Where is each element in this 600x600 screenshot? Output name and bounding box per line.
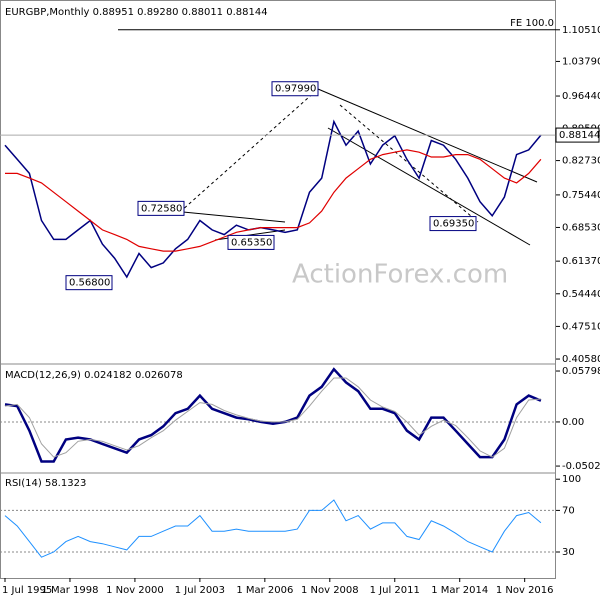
x-tick-label: 1 Jul 2003	[175, 585, 225, 596]
x-tick-label: 1 Mar 2006	[236, 585, 293, 596]
projection-line	[179, 88, 319, 213]
price-label-box	[65, 275, 113, 291]
series-line	[5, 149, 542, 252]
triangle-line	[182, 211, 286, 223]
x-tick-label: 1 Jul 1995	[2, 585, 52, 596]
panel-title: RSI(14) 58.1323	[5, 478, 86, 489]
last-price-label: 0.88144	[559, 130, 600, 141]
price-label-box	[271, 81, 319, 97]
y-tick-label: 1.10510	[562, 25, 600, 36]
y-tick-label: 100	[562, 474, 581, 485]
x-tick-label: 1 Nov 2016	[496, 585, 554, 596]
price-label-box	[429, 216, 477, 232]
y-tick-label: 0.47510	[562, 321, 600, 332]
watermark: ActionForex.com	[292, 260, 508, 290]
series-line	[4, 119, 542, 279]
price-label: 0.69350	[433, 219, 474, 230]
price-label-box	[227, 234, 275, 250]
y-tick-label: 0.057984	[562, 366, 600, 377]
price-label: 0.97990	[275, 84, 316, 95]
panel-title: EURGBP,Monthly 0.88951 0.89280 0.88011 0…	[5, 7, 268, 18]
channel-line	[327, 127, 531, 246]
series-line	[4, 377, 541, 458]
y-tick-label: 0.54440	[562, 289, 600, 300]
y-tick-label: -0.050241	[562, 461, 600, 472]
y-tick-label: 30	[562, 547, 575, 558]
y-tick-label: 0.61370	[562, 256, 600, 267]
x-tick-label: 1 Nov 2000	[106, 585, 164, 596]
price-label: 0.65350	[231, 237, 272, 248]
series-line	[4, 367, 542, 463]
y-tick-label: 0.82730	[562, 156, 600, 167]
y-tick-label: 0.96440	[562, 91, 600, 102]
x-tick-label: 1 Mar 2014	[431, 585, 488, 596]
price-label-box	[137, 200, 185, 216]
series-line	[4, 499, 542, 558]
y-tick-label: 70	[562, 505, 575, 516]
x-tick-label: 1 Jul 2011	[370, 585, 420, 596]
x-tick-label: 1 Mar 1998	[41, 585, 98, 596]
fe-label: FE 100.0	[510, 18, 554, 29]
price-label: 0.72580	[141, 203, 182, 214]
y-tick-label: 0.40580	[562, 354, 600, 365]
x-tick-label: 1 Nov 2008	[301, 585, 359, 596]
panel-title: MACD(12,26,9) 0.024182 0.026078	[5, 370, 183, 381]
last-price-box	[555, 127, 600, 143]
y-tick-label: 0.75440	[562, 190, 600, 201]
y-tick-label: 1.03790	[562, 56, 600, 67]
y-tick-label: 0.68530	[562, 222, 600, 233]
y-tick-label: 0.00	[562, 417, 584, 428]
price-label: 0.56800	[69, 278, 110, 289]
